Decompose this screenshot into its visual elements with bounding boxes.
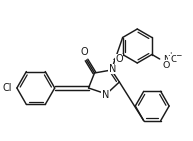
- Text: O: O: [115, 55, 123, 64]
- Text: Cl: Cl: [3, 83, 12, 93]
- Text: N: N: [163, 55, 170, 63]
- Text: O: O: [163, 60, 170, 70]
- Text: N: N: [102, 90, 109, 100]
- Text: N: N: [109, 64, 116, 74]
- Text: O: O: [81, 47, 88, 57]
- Text: O: O: [171, 55, 178, 63]
- Text: −: −: [176, 51, 182, 60]
- Text: +: +: [168, 51, 174, 60]
